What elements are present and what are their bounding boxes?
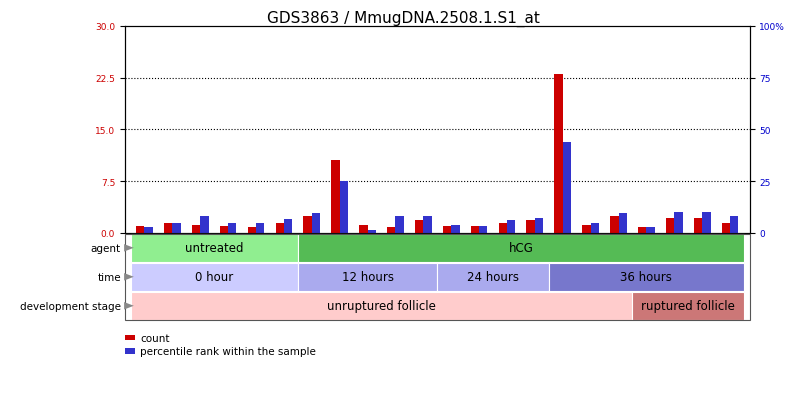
Bar [220,226,228,233]
Bar [582,225,591,233]
Bar [675,213,683,233]
Bar [284,220,293,233]
Bar [423,217,432,233]
Bar [136,226,144,233]
Text: development stage: development stage [20,301,121,311]
Bar [507,221,515,233]
Bar [415,221,423,233]
Text: unruptured follicle: unruptured follicle [327,299,436,313]
Text: ruptured follicle: ruptured follicle [642,299,735,313]
Text: 24 hours: 24 hours [467,271,519,284]
Text: 12 hours: 12 hours [342,271,393,284]
Bar [192,225,200,233]
Bar [276,223,284,233]
Bar [730,217,738,233]
Bar [451,225,459,233]
Bar [535,219,543,233]
Bar [646,227,654,233]
Bar [396,217,404,233]
Bar [368,230,376,233]
Text: percentile rank within the sample: percentile rank within the sample [140,346,316,356]
Bar [256,223,264,233]
Bar [563,142,571,233]
Text: 0 hour: 0 hour [195,271,233,284]
Bar [721,223,730,233]
Bar [702,213,711,233]
Text: 36 hours: 36 hours [621,271,672,284]
Bar [339,182,348,233]
Bar [638,228,646,233]
Text: hCG: hCG [509,242,534,255]
Bar [164,223,172,233]
Bar [200,217,209,233]
Bar [247,228,256,233]
Bar [303,216,312,233]
Bar [555,75,563,233]
Text: count: count [140,333,170,343]
Bar [172,223,181,233]
Text: time: time [98,272,121,282]
Bar [499,223,507,233]
Bar [387,228,396,233]
Text: untreated: untreated [185,242,243,255]
Bar [471,226,479,233]
Bar [359,225,368,233]
Bar [228,223,236,233]
Bar [479,226,488,233]
Text: GDS3863 / MmugDNA.2508.1.S1_at: GDS3863 / MmugDNA.2508.1.S1_at [267,10,539,26]
Bar [694,218,702,233]
Bar [442,226,451,233]
Bar [144,227,153,233]
Bar [331,161,339,233]
Bar [618,214,627,233]
Text: agent: agent [91,243,121,253]
Bar [610,216,618,233]
Bar [526,221,535,233]
Bar [591,223,599,233]
Bar [312,214,320,233]
Bar [666,218,675,233]
